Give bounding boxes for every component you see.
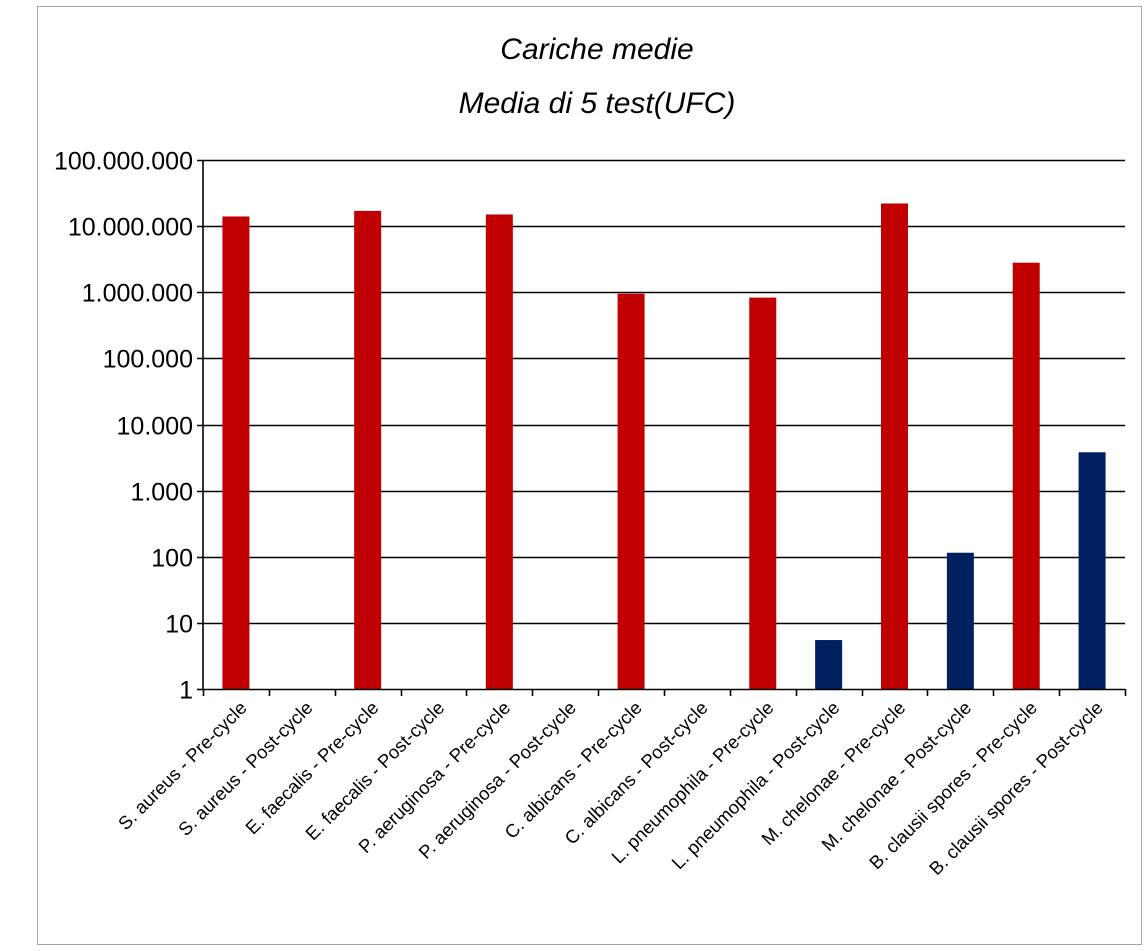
bar	[881, 203, 908, 689]
chart-border	[37, 6, 1142, 945]
bar	[1078, 452, 1106, 689]
y-tick-label: 1	[179, 677, 193, 705]
chart-title-line-1: Cariche medie	[500, 33, 693, 66]
y-tick-label: 100	[151, 545, 193, 573]
y-tick-label: 10.000.000	[68, 214, 193, 242]
y-tick-label: 10	[165, 611, 193, 639]
bar	[354, 210, 382, 689]
bars	[222, 203, 1106, 690]
y-tick-label: 1.000	[130, 479, 193, 507]
y-tick-label: 100.000.000	[54, 148, 193, 176]
y-tick-label: 10.000	[117, 413, 193, 441]
bar	[946, 552, 974, 689]
bar	[749, 297, 777, 689]
y-tick-labels: 1 10 100 1.000 10.000 100.000 1.000.000 10.000.…	[54, 148, 193, 705]
axes	[197, 160, 1127, 696]
bar	[485, 214, 513, 690]
bar	[617, 293, 645, 689]
y-tick-label: 100.000	[103, 346, 193, 374]
bar	[1012, 262, 1040, 689]
y-tick-label: 1.000.000	[82, 280, 193, 308]
bar	[222, 216, 250, 689]
bar	[815, 640, 843, 689]
chart-title-line-2: Media di 5 test(UFC)	[459, 87, 736, 120]
